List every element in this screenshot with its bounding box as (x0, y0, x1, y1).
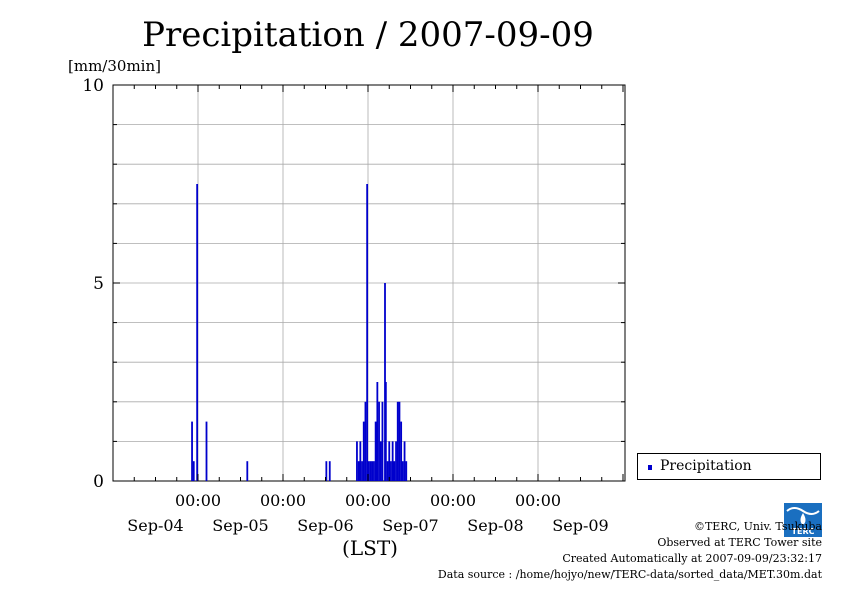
precipitation-bar (378, 401, 380, 481)
legend-label: Precipitation (660, 458, 752, 474)
chart-legend: Precipitation (637, 453, 821, 480)
y-tick-label: 0 (93, 472, 104, 492)
x-tick-date-label: Sep-05 (212, 516, 268, 535)
credits-block: ©TERC, Univ. Tsukuba Observed at TERC To… (438, 519, 822, 583)
precipitation-bar (395, 441, 397, 481)
x-axis-label: (LST) (342, 536, 398, 560)
x-tick-time-label: 00:00 (430, 491, 476, 510)
legend-swatch (648, 465, 652, 470)
precipitation-bar (205, 421, 208, 481)
precipitation-bar (398, 401, 401, 481)
x-tick-date-label: Sep-07 (382, 516, 438, 535)
y-tick-labels: 0 5 10 (82, 76, 104, 492)
precipitation-bar (386, 461, 389, 481)
logo-text: TERC (792, 527, 815, 536)
x-tick-time-label: 00:00 (515, 491, 561, 510)
precipitation-bar (390, 461, 392, 481)
precipitation-bar (371, 461, 374, 481)
x-tick-time-label: 00:00 (260, 491, 306, 510)
precipitation-bar (325, 461, 328, 481)
precipitation-bar (405, 461, 408, 481)
precipitation-bar (376, 382, 379, 481)
precipitation-bar (369, 461, 372, 481)
precipitation-bar (357, 461, 360, 481)
precipitation-bar (388, 441, 391, 481)
credit-source: Data source : /home/hojyo/new/TERC-data/… (437, 568, 822, 581)
x-tick-labels: 00:00 00:00 00:00 00:00 00:00 Sep-04 Sep-05 Sep… (127, 491, 608, 535)
precipitation-bar (403, 441, 406, 481)
precipitation-bar (359, 441, 362, 481)
precipitation-bar (361, 461, 363, 481)
y-tick-label: 5 (93, 274, 104, 294)
credit-observed: Observed at TERC Tower site (657, 536, 822, 549)
grid-lines (113, 85, 625, 481)
credit-created: Created Automatically at 2007-09-09/23:3… (562, 552, 822, 565)
precipitation-bar (400, 421, 403, 481)
x-tick-date-label: Sep-06 (297, 516, 353, 535)
precipitation-bar (364, 401, 367, 481)
precipitation-bar (373, 461, 375, 481)
precipitation-bars (191, 184, 408, 481)
credit-copyright: ©TERC, Univ. Tsukuba (693, 520, 822, 533)
precipitation-bar (328, 461, 331, 481)
precipitation-bar (391, 441, 394, 481)
axis-tick-marks (112, 84, 625, 482)
precipitation-bar (379, 441, 382, 481)
x-tick-date-label: Sep-09 (552, 516, 608, 535)
precipitation-bar (196, 184, 199, 481)
precipitation-bar (367, 461, 370, 481)
precipitation-bar (192, 461, 195, 481)
precipitation-bar (381, 401, 384, 481)
precipitation-bar (246, 461, 249, 481)
precipitation-bar (384, 382, 387, 481)
x-tick-date-label: Sep-08 (467, 516, 523, 535)
x-tick-time-label: 00:00 (175, 491, 221, 510)
x-tick-date-label: Sep-04 (127, 516, 183, 535)
precipitation-bar (401, 461, 404, 481)
precipitation-bar (393, 461, 396, 481)
precipitation-bar (366, 184, 369, 481)
precipitation-bar (374, 421, 377, 481)
precipitation-bar (396, 401, 399, 481)
x-tick-time-label: 00:00 (345, 491, 391, 510)
y-tick-label: 10 (82, 76, 104, 96)
precipitation-bar (191, 421, 193, 481)
terc-logo-icon: TERC (784, 503, 822, 537)
precipitation-bar (356, 441, 358, 481)
chart-title: Precipitation / 2007-09-09 (142, 15, 594, 55)
precipitation-bar (362, 421, 365, 481)
y-axis-unit-label: [mm/30min] (68, 57, 161, 75)
